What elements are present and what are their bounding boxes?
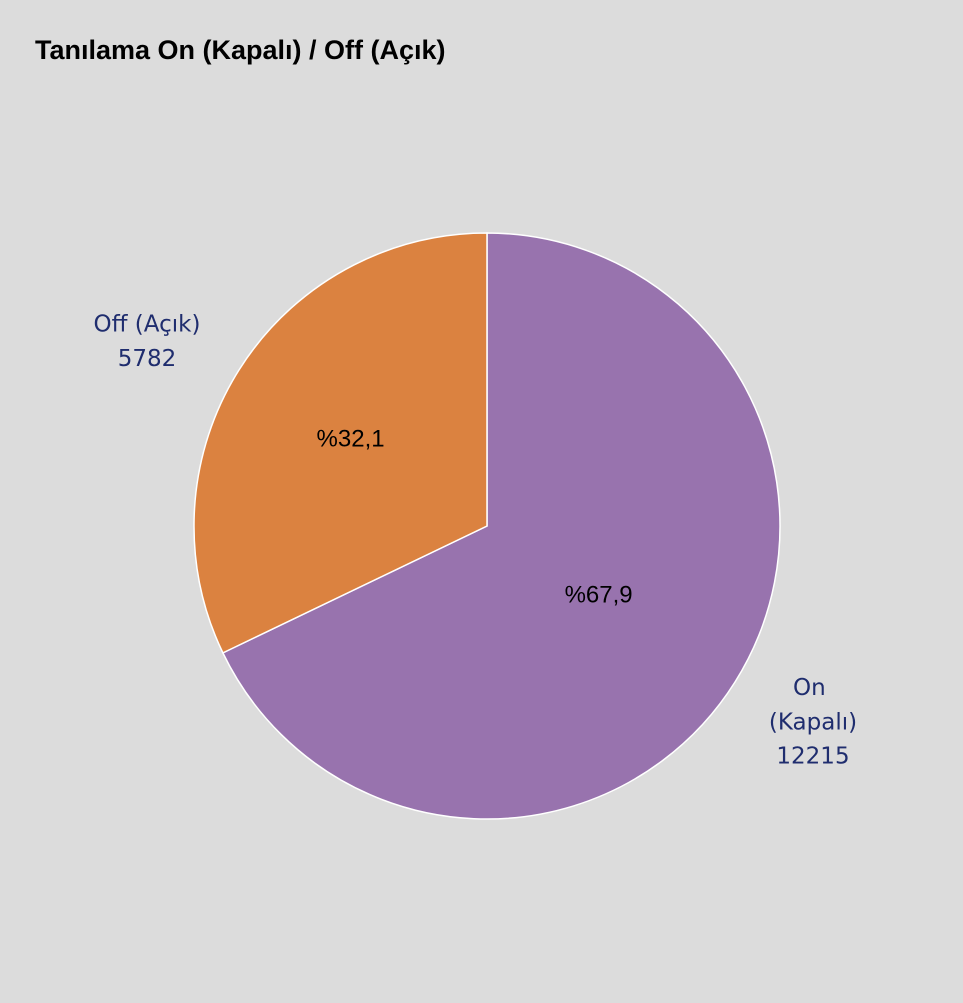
category-label: On (Kapalı): [769, 675, 857, 736]
pie-slice: [221, 232, 781, 820]
value-label: 5782: [118, 346, 177, 372]
percentage-label: %67,9: [565, 582, 633, 609]
value-label: 12215: [776, 744, 849, 770]
category-label: Off (Açık): [94, 312, 201, 338]
percentage-label: %32,1: [317, 426, 385, 453]
chart-title: Tanılama On (Kapalı) / Off (Açık): [35, 35, 446, 65]
pie-slice: [193, 232, 488, 654]
